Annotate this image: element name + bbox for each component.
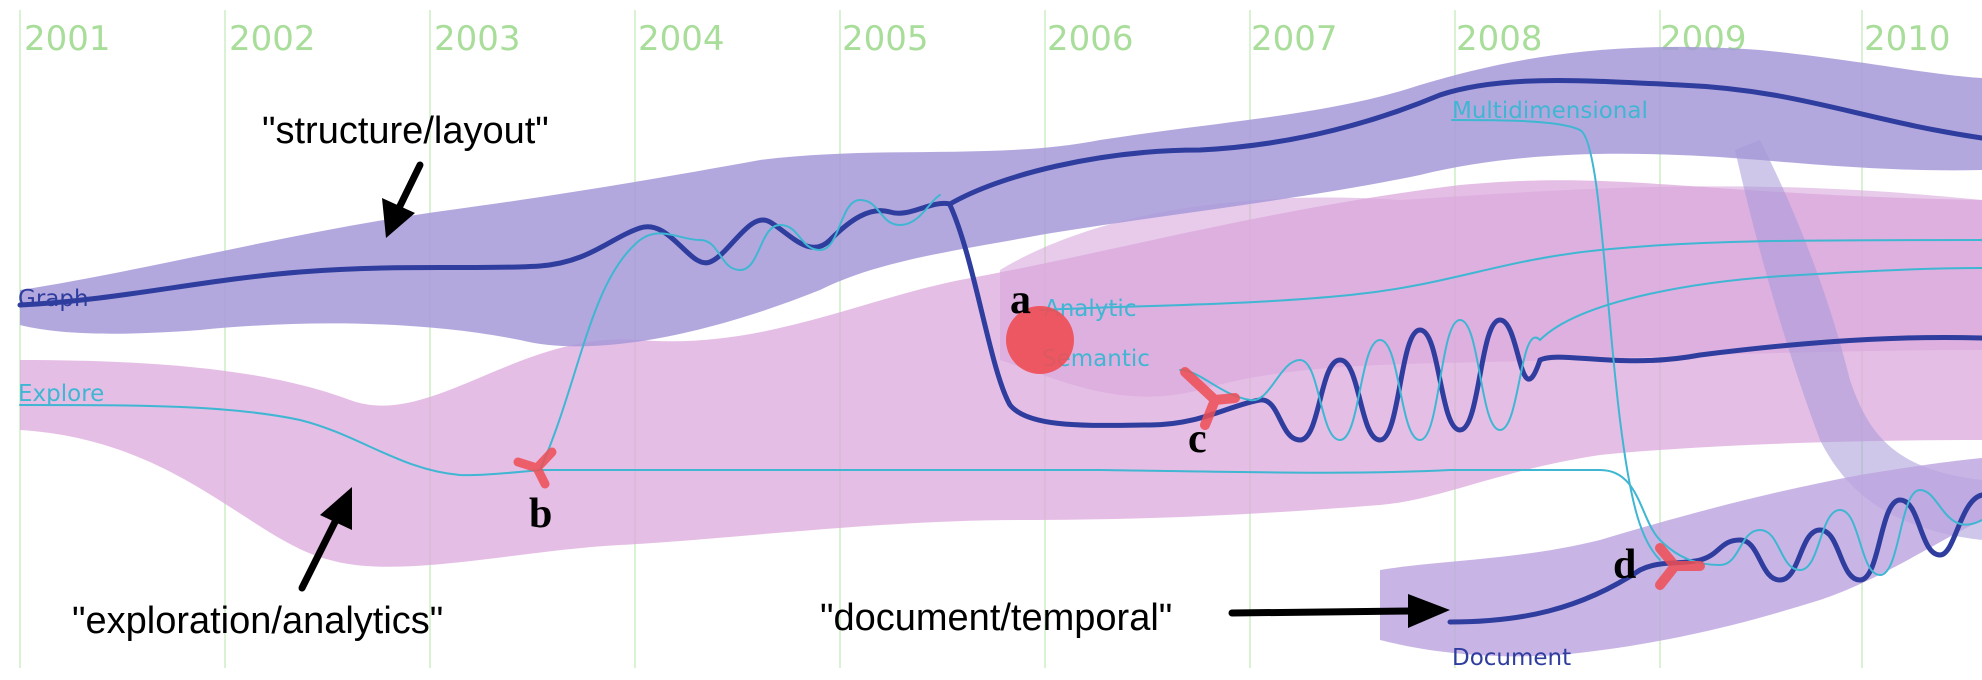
annotation-exploration-analytics: "exploration/analytics" (72, 600, 443, 642)
event-marker-a (1006, 306, 1074, 374)
year-label: 2004 (638, 19, 725, 59)
thread-multidimensional (1451, 119, 1661, 561)
year-label: 2003 (434, 19, 521, 59)
year-label: 2008 (1456, 19, 1543, 59)
event-marker-b (513, 447, 557, 489)
year-label: 2006 (1047, 19, 1134, 59)
keyword-threads (17, 78, 1982, 625)
band-structure (20, 46, 1982, 347)
thread-explore (19, 194, 941, 477)
arrow-structure-head (382, 198, 415, 238)
annotation-arrows (298, 161, 1450, 628)
year-label: 2007 (1251, 19, 1338, 59)
event-markers (513, 306, 1705, 590)
event-marker-d (1655, 543, 1705, 590)
thread-explore-lower (539, 468, 1982, 577)
event-letter-a: a (1010, 277, 1031, 323)
band-semantic (1000, 186, 1982, 397)
annotation-document-temporal: "document/temporal" (820, 597, 1172, 639)
band-document (1380, 458, 1982, 657)
term-label-document: Document (1452, 645, 1571, 671)
event-letter-d: d (1613, 542, 1636, 588)
thread-semantic (1179, 267, 1982, 442)
topic-annotations: "structure/layout" "exploration/analytic… (72, 110, 1172, 642)
annotation-structure-layout: "structure/layout" (262, 110, 549, 152)
arrow-exploration-head (320, 487, 352, 530)
year-label: 2002 (229, 19, 316, 59)
year-labels: 2001 2002 2003 2004 2005 2006 2007 2008 … (24, 19, 1951, 59)
term-label-multidimensional: Multidimensional (1452, 98, 1648, 124)
arrow-document (1228, 607, 1414, 617)
event-letter-c: c (1188, 416, 1207, 462)
event-marker-c (1180, 367, 1240, 430)
event-letters: a b c d (529, 277, 1636, 588)
thread-graph-semantic (947, 202, 1982, 443)
year-label: 2001 (24, 19, 111, 59)
arrow-exploration (298, 516, 340, 592)
thread-document (1447, 492, 1982, 625)
term-label-graph: Graph (18, 286, 89, 312)
thread-analytic (1039, 239, 1982, 311)
year-label: 2005 (842, 19, 929, 59)
event-letter-b: b (529, 491, 552, 537)
year-label: 2010 (1864, 19, 1951, 59)
arrow-document-head (1408, 594, 1450, 628)
term-label-explore: Explore (18, 381, 104, 407)
arrow-structure (394, 161, 424, 214)
thread-graph (17, 78, 1982, 308)
